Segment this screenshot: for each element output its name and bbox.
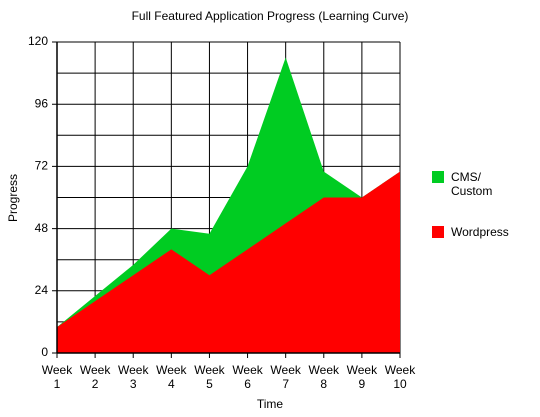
y-tick-label: 120	[28, 34, 48, 48]
x-tick-label: Week 4	[156, 363, 187, 391]
legend-label: CMS/ Custom	[451, 170, 493, 198]
y-tick-label: 96	[35, 96, 49, 110]
legend-swatch	[432, 171, 444, 183]
legend-label: Wordpress	[451, 225, 509, 239]
y-tick-label: 24	[35, 283, 49, 297]
y-tick-label: 0	[41, 345, 48, 359]
x-tick-label: Week 7	[270, 363, 301, 391]
x-tick-label: Week 1	[41, 363, 73, 391]
area	[57, 171, 400, 353]
chart-title: Full Featured Application Progress (Lear…	[132, 9, 409, 23]
x-tick-label: Week 6	[232, 363, 263, 391]
y-tick-label: 72	[35, 159, 49, 173]
y-axis-label: Progress	[6, 174, 20, 222]
x-tick-label: Week 3	[117, 363, 149, 391]
y-tick-label: 48	[35, 221, 49, 235]
x-tick-label: Week 5	[194, 363, 225, 391]
x-tick-label: Week 10	[384, 363, 416, 391]
x-axis-label: Time	[257, 397, 284, 411]
legend-swatch	[432, 226, 444, 238]
x-tick-label: Week 8	[308, 363, 339, 391]
x-tick-label: Week 2	[79, 363, 111, 391]
x-tick-label: Week 9	[346, 363, 378, 391]
